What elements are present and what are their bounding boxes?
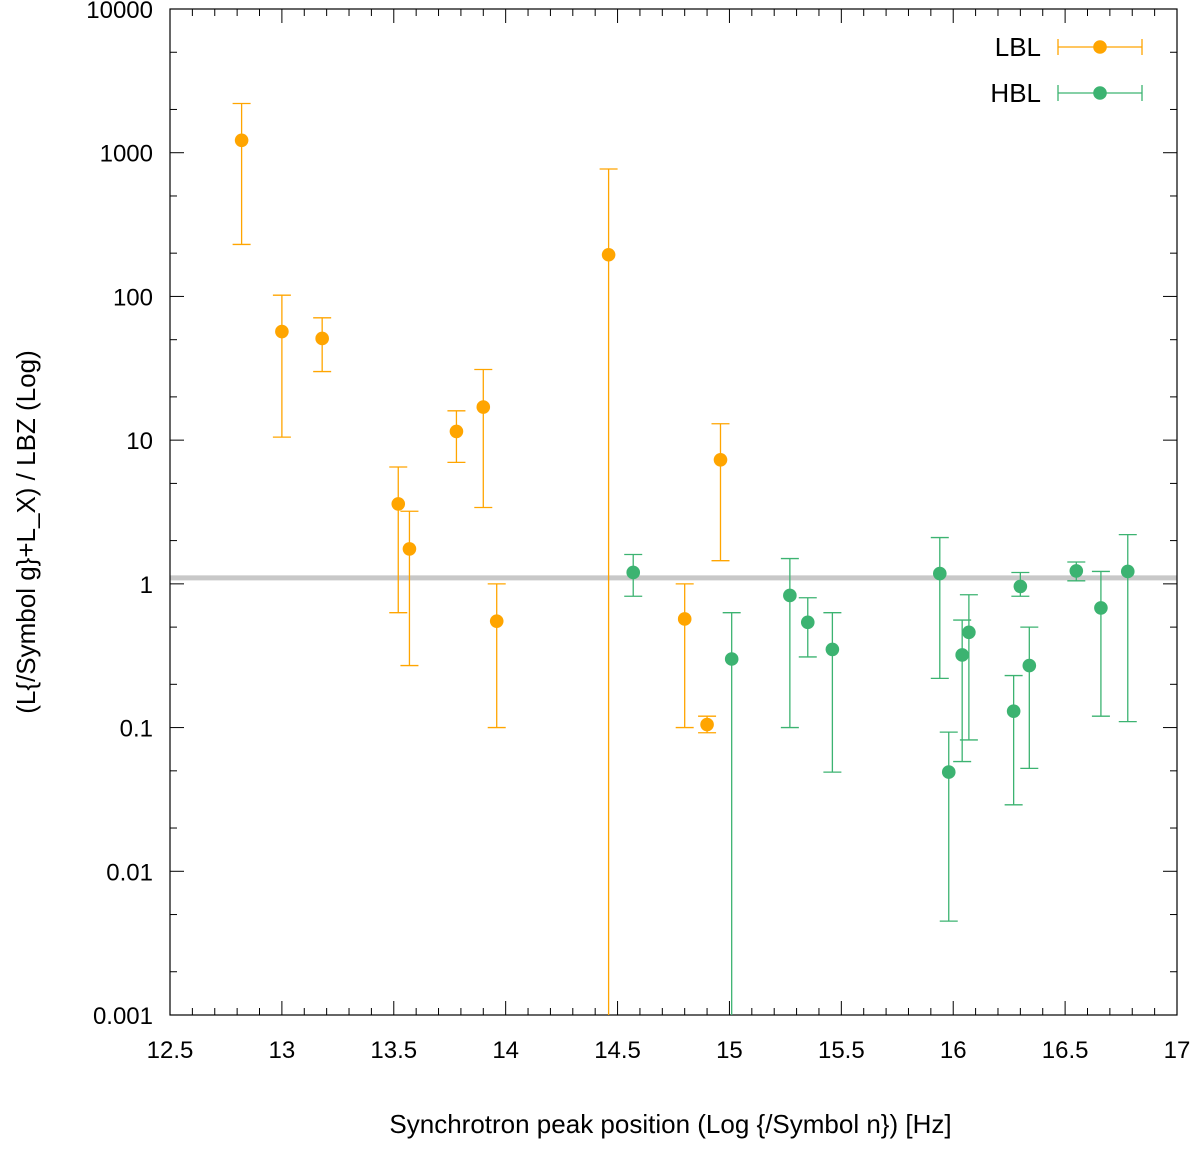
lbl-point-9 — [677, 612, 692, 626]
hbl-point-13 — [1094, 601, 1108, 615]
y-tick-label-0: 0.001 — [93, 1003, 153, 1030]
hbl-point-1 — [724, 652, 739, 666]
y-tick-label-5: 100 — [113, 284, 153, 311]
x-tick-label-1: 13 — [269, 1037, 296, 1064]
hbl-point-6 — [941, 765, 956, 779]
lbl-point-10 — [700, 717, 714, 732]
lbl-point-7 — [489, 614, 504, 628]
series-hbl — [624, 533, 1137, 1015]
y-tick-label-2: 0.1 — [120, 716, 153, 743]
plot-frame — [169, 8, 1178, 1016]
x-tick-label-9: 17 — [1164, 1037, 1191, 1064]
lbl-point-8 — [601, 247, 616, 262]
series-lbl — [232, 102, 730, 1015]
lbl-point-6 — [476, 400, 491, 414]
hbl-point-2 — [783, 588, 797, 603]
x-tick-label-5: 15 — [716, 1037, 743, 1064]
legend: LBL HBL — [990, 32, 1143, 108]
x-tick-label-3: 14 — [492, 1037, 519, 1064]
hbl-point-10 — [1013, 579, 1028, 594]
lbl-point-5 — [449, 424, 464, 439]
hbl-point-3 — [800, 615, 815, 630]
lbl-point-3 — [391, 497, 406, 511]
legend-marker-hbl — [1093, 86, 1107, 100]
lbl-point-11 — [713, 452, 728, 467]
hbl-point-9 — [1006, 704, 1021, 718]
y-tick-label-7: 10000 — [86, 0, 153, 24]
axes-layer: 12.5 13 13.5 14 14.5 15 15.5 16 16.5 17 0.001 0.01 0… — [86, 0, 1190, 1064]
hbl-point-11 — [1022, 658, 1037, 673]
hbl-point-7 — [955, 648, 969, 662]
y-tick-label-6: 1000 — [100, 141, 153, 168]
x-tick-label-0: 12.5 — [147, 1037, 194, 1064]
x-axis-title: Synchrotron peak position (Log {/Symbol … — [389, 1109, 951, 1139]
lbl-point-0 — [234, 133, 249, 148]
y-axis-title: (L{/Symbol g}+L_X) / LBZ (Log) — [11, 350, 41, 713]
lbl-point-1 — [275, 324, 289, 339]
hbl-point-0 — [626, 565, 641, 580]
x-tick-label-4: 14.5 — [594, 1037, 641, 1064]
lbl-point-2 — [315, 331, 329, 346]
legend-marker-lbl — [1093, 40, 1107, 54]
y-tick-label-3: 1 — [140, 572, 153, 599]
hbl-point-12 — [1069, 564, 1084, 578]
legend-label-lbl: LBL — [995, 32, 1041, 62]
x-tick-label-2: 13.5 — [370, 1037, 417, 1064]
hbl-point-8 — [962, 625, 976, 640]
lbl-point-4 — [402, 542, 417, 556]
x-tick-label-6: 15.5 — [818, 1037, 865, 1064]
y-tick-label-4: 10 — [126, 428, 153, 455]
hbl-point-5 — [932, 566, 947, 581]
y-tick-label-1: 0.01 — [106, 859, 153, 886]
x-tick-label-8: 16.5 — [1042, 1037, 1089, 1064]
hbl-point-4 — [825, 642, 840, 657]
x-tick-label-7: 16 — [940, 1037, 967, 1064]
hbl-point-14 — [1120, 564, 1135, 579]
legend-label-hbl: HBL — [990, 78, 1041, 108]
data-layer — [232, 102, 1137, 1015]
